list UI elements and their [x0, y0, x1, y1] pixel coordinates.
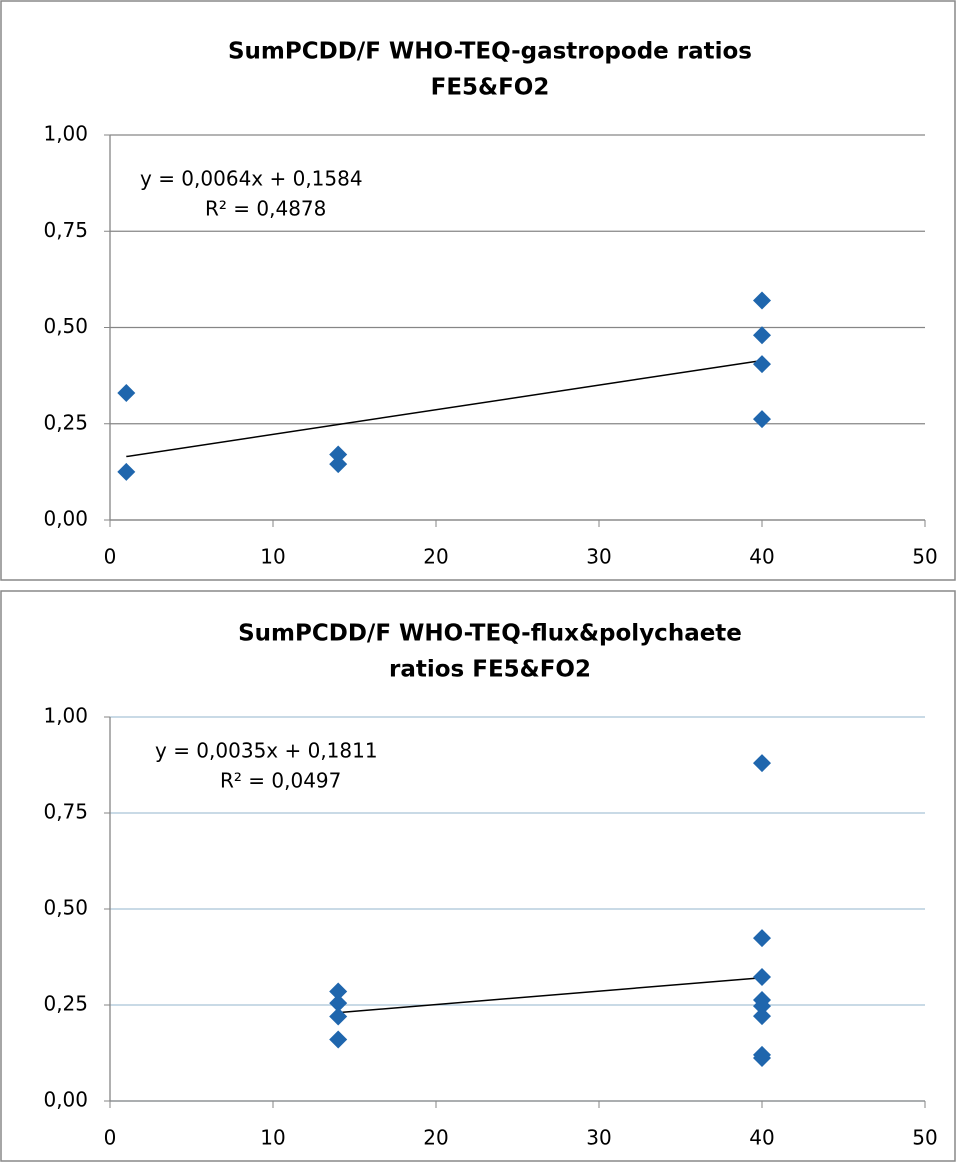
data-point — [329, 982, 348, 1001]
data-point — [117, 462, 136, 481]
data-point — [753, 929, 771, 948]
data-point — [753, 967, 771, 986]
y-tick-label: 1,00 — [43, 704, 88, 728]
chart-frame — [0, 0, 956, 581]
y-tick-label: 1,00 — [43, 122, 88, 146]
y-tick-label: 0,50 — [43, 896, 88, 920]
data-point — [329, 1007, 348, 1026]
data-point — [753, 326, 771, 345]
chart: SumPCDD/F WHO-TEQ-flux&polychaete ratios … — [0, 590, 956, 1162]
trendline — [126, 359, 763, 458]
x-tick-label: 50 — [912, 1126, 937, 1150]
data-point — [753, 355, 771, 374]
x-tick-label: 0 — [104, 545, 117, 569]
data-point — [753, 1007, 771, 1026]
chart-title: FE5&FO2 — [431, 75, 550, 101]
chart-title: SumPCDD/F WHO-TEQ-flux&polychaete — [238, 621, 742, 647]
x-tick-label: 0 — [104, 1126, 117, 1150]
data-point — [329, 1030, 348, 1049]
trendline — [338, 976, 763, 1014]
x-tick-label: 20 — [423, 1126, 448, 1150]
data-point — [753, 754, 771, 773]
trend-r2: R² = 0,4878 — [205, 197, 326, 221]
y-tick-label: 0,75 — [43, 800, 88, 824]
data-point — [753, 997, 771, 1016]
x-tick-label: 50 — [912, 545, 937, 569]
data-point — [753, 1048, 771, 1067]
x-tick-label: 10 — [260, 545, 285, 569]
x-tick-label: 40 — [749, 1126, 774, 1150]
trend-equation: y = 0,0035x + 0,1811 — [155, 739, 378, 763]
y-tick-label: 0,25 — [43, 992, 88, 1016]
data-point — [329, 994, 348, 1013]
y-tick-label: 0,00 — [43, 1088, 88, 1112]
trend-r2: R² = 0,0497 — [220, 769, 341, 793]
trend-equation: y = 0,0064x + 0,1584 — [140, 167, 363, 191]
data-point — [117, 383, 136, 402]
chart-title: ratios FE5&FO2 — [389, 657, 591, 683]
data-point — [753, 410, 771, 429]
y-tick-label: 0,25 — [43, 410, 88, 434]
y-tick-label: 0,75 — [43, 218, 88, 242]
chart-title: SumPCDD/F WHO-TEQ-gastropode ratios — [228, 39, 752, 65]
y-tick-label: 0,00 — [43, 507, 88, 531]
x-tick-label: 40 — [749, 545, 774, 569]
y-tick-label: 0,50 — [43, 314, 88, 338]
chart: SumPCDD/F WHO-TEQ-gastropode ratios FE5&F… — [0, 0, 956, 581]
x-tick-label: 30 — [586, 545, 611, 569]
x-tick-label: 20 — [423, 545, 448, 569]
x-tick-label: 30 — [586, 1126, 611, 1150]
data-point — [753, 291, 771, 310]
data-point — [329, 455, 348, 474]
chart-frame — [0, 590, 956, 1162]
x-tick-label: 10 — [260, 1126, 285, 1150]
data-point — [329, 445, 348, 464]
